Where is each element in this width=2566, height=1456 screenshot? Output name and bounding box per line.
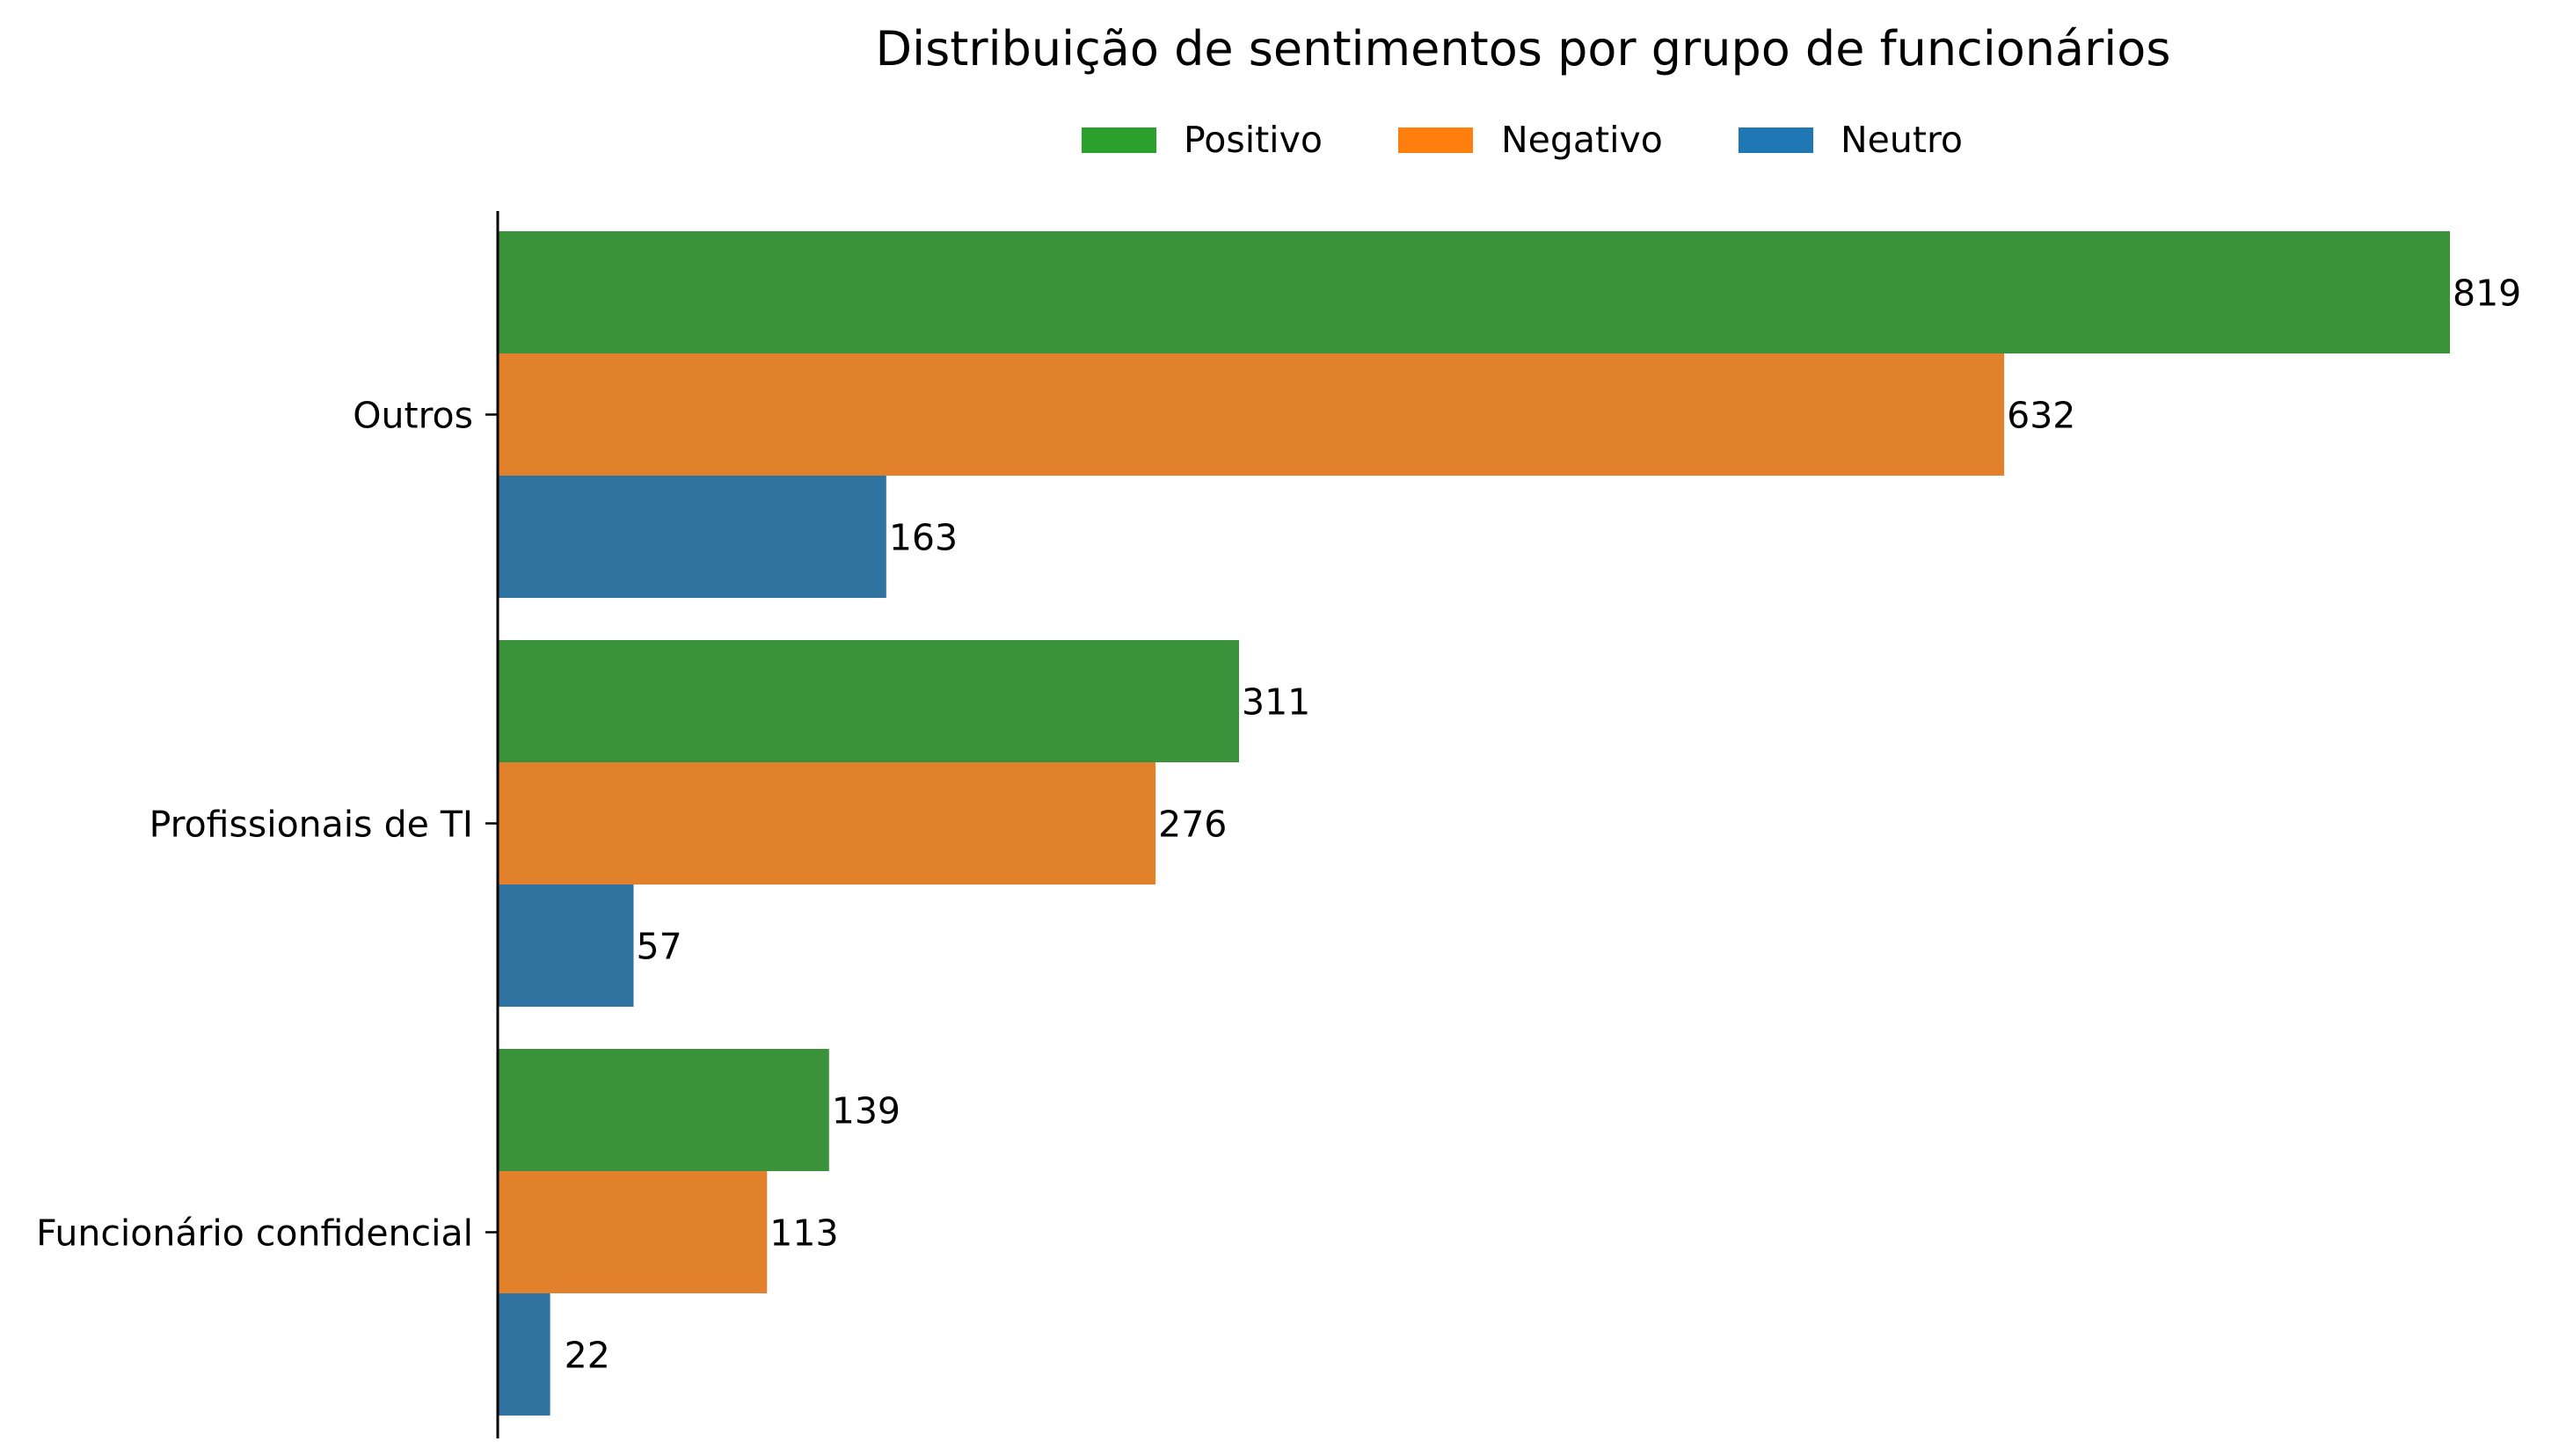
bars-group	[498, 231, 2450, 1416]
chart-title: Distribuição de sentimentos por grupo de…	[876, 21, 2171, 76]
value-label-positivo-0: 819	[2453, 273, 2521, 315]
value-label-negativo-2: 113	[769, 1212, 838, 1255]
y-tick-label-0: Outros	[353, 395, 473, 437]
value-label-negativo-0: 632	[2007, 395, 2075, 437]
value-label-neutro-2: 22	[565, 1335, 610, 1377]
legend-label-neutro: Neutro	[1841, 119, 1963, 161]
bar-negativo-1	[498, 762, 1156, 885]
bar-positivo-0	[498, 231, 2450, 353]
value-label-neutro-1: 57	[637, 926, 682, 968]
bar-positivo-1	[498, 640, 1240, 762]
y-tick-label-1: Profissionais de TI	[149, 804, 473, 846]
bar-negativo-0	[498, 353, 2005, 476]
legend-swatch-negativo	[1398, 127, 1473, 153]
value-labels-group: 819 632 163 311 276 57 139 113 22	[565, 273, 2522, 1377]
bar-positivo-2	[498, 1049, 829, 1171]
value-label-positivo-2: 139	[832, 1090, 900, 1132]
value-label-neutro-0: 163	[889, 517, 958, 559]
bar-neutro-1	[498, 885, 634, 1007]
bar-neutro-0	[498, 476, 886, 598]
value-label-positivo-1: 311	[1242, 681, 1310, 724]
legend-label-positivo: Positivo	[1184, 119, 1323, 161]
bar-neutro-2	[498, 1293, 550, 1416]
y-axis: Outros Profissionais de TI Funcionário con…	[36, 211, 499, 1438]
y-tick-label-2: Funcionário confidencial	[36, 1212, 473, 1255]
legend-swatch-positivo	[1082, 127, 1156, 153]
bar-negativo-2	[498, 1171, 768, 1293]
legend-swatch-neutro	[1739, 127, 1813, 153]
legend: Positivo Negativo Neutro	[1082, 119, 1963, 161]
legend-label-negativo: Negativo	[1501, 119, 1663, 161]
value-label-negativo-1: 276	[1158, 804, 1227, 846]
